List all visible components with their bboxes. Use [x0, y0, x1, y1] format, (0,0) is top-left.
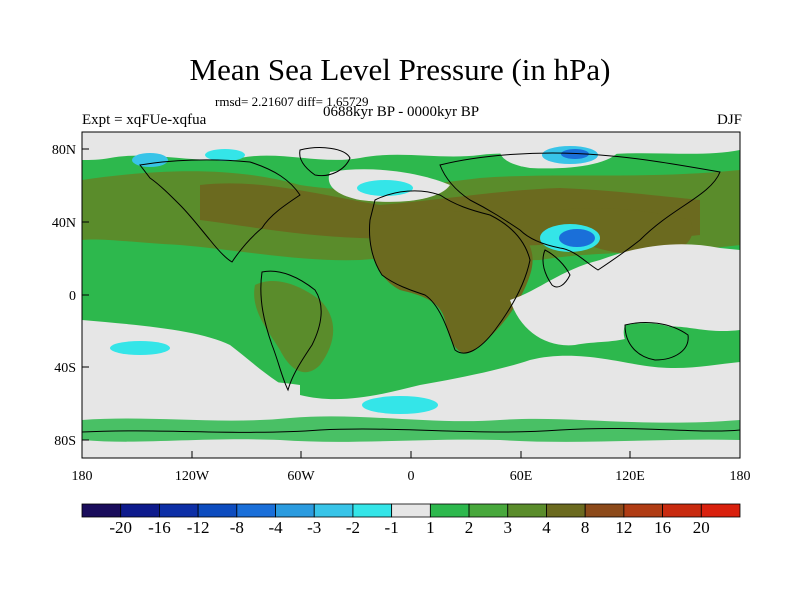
field-canada-low: [205, 149, 245, 161]
colorbar-label-13: 12: [615, 518, 632, 537]
field-north-atlantic-low: [357, 180, 413, 196]
lat-tick-80s: 80S: [54, 434, 76, 449]
colorbar-swatch-16: [700, 503, 741, 518]
field-tibet-low-core: [559, 229, 595, 247]
colorbar-label-2: -12: [187, 518, 210, 537]
field-siberia-low-core: [561, 149, 589, 159]
colorbar-label-5: -3: [307, 518, 321, 537]
field-southern-strip: [82, 372, 300, 395]
colorbar-swatch-12: [546, 503, 586, 518]
colorbar-swatch-6: [313, 503, 354, 518]
colorbar-label-14: 16: [654, 518, 671, 537]
colorbar-swatch-5: [275, 503, 315, 518]
field-antarctic-coast: [82, 416, 740, 442]
colorbar-label-12: 8: [581, 518, 590, 537]
field-indian-ocean: [510, 244, 740, 346]
stats-text: rmsd= 2.21607 diff= 1.65729: [215, 94, 369, 109]
lon-tick-180w: 180: [72, 469, 93, 484]
colorbar-label-6: -2: [346, 518, 360, 537]
lat-tick-40s: 40S: [54, 361, 76, 376]
colorbar-label-7: -1: [385, 518, 399, 537]
colorbar: [81, 503, 741, 518]
field-africa: [369, 209, 533, 354]
colorbar-label-9: 2: [465, 518, 474, 537]
map-field: [82, 132, 740, 458]
colorbar-swatch-15: [662, 503, 702, 518]
lat-tick-80n: 80N: [52, 143, 76, 158]
field-south-pacific-low: [110, 341, 170, 355]
season-label: DJF: [716, 112, 742, 128]
colorbar-label-0: -20: [109, 518, 132, 537]
colorbar-swatch-13: [584, 503, 625, 518]
colorbar-swatch-9: [429, 503, 470, 518]
colorbar-swatch-8: [391, 503, 431, 518]
field-australia: [623, 323, 690, 360]
colorbar-label-15: 20: [693, 518, 710, 537]
colorbar-swatch-11: [507, 503, 547, 518]
colorbar-swatch-1: [120, 503, 160, 518]
lon-tick-60e: 60E: [510, 469, 533, 484]
colorbar-label-10: 3: [504, 518, 513, 537]
colorbar-label-4: -4: [268, 518, 283, 537]
lon-tick-marks: [81, 451, 741, 458]
experiment-label: Expt = xqFUe-xqfua: [82, 112, 207, 128]
colorbar-label-8: 1: [426, 518, 435, 537]
lat-tick-40n: 40N: [52, 216, 76, 231]
period-label: 0688kyr BP - 0000kyr BP: [323, 104, 480, 120]
lon-tick-60w: 60W: [287, 469, 315, 484]
colorbar-swatch-4: [236, 503, 276, 518]
chart-title: Mean Sea Level Pressure (in hPa): [189, 52, 611, 87]
colorbar-swatch-10: [468, 503, 509, 518]
colorbar-label-3: -8: [230, 518, 244, 537]
field-south-america: [254, 280, 334, 373]
colorbar-swatch-2: [159, 503, 199, 518]
lon-tick-120w: 120W: [175, 469, 210, 484]
coastlines: [82, 147, 740, 433]
colorbar-label-1: -16: [148, 518, 171, 537]
colorbar-swatch-7: [352, 503, 393, 518]
lat-tick-0: 0: [69, 289, 76, 304]
field-south-atlantic-low: [362, 396, 438, 414]
lon-tick-180e: 180: [730, 469, 751, 484]
colorbar-swatch-0: [81, 503, 122, 518]
colorbar-swatch-3: [197, 503, 238, 518]
colorbar-swatch-14: [623, 503, 663, 518]
lat-tick-marks: [82, 148, 89, 441]
colorbar-labels: -20 -16 -12 -8 -4 -3 -2 -1 1 2 3 4 8 12 16 20: [109, 518, 709, 537]
field-alaska-low: [132, 153, 168, 167]
lon-tick-0: 0: [408, 469, 415, 484]
colorbar-label-11: 4: [542, 518, 551, 537]
lon-tick-120e: 120E: [615, 469, 645, 484]
